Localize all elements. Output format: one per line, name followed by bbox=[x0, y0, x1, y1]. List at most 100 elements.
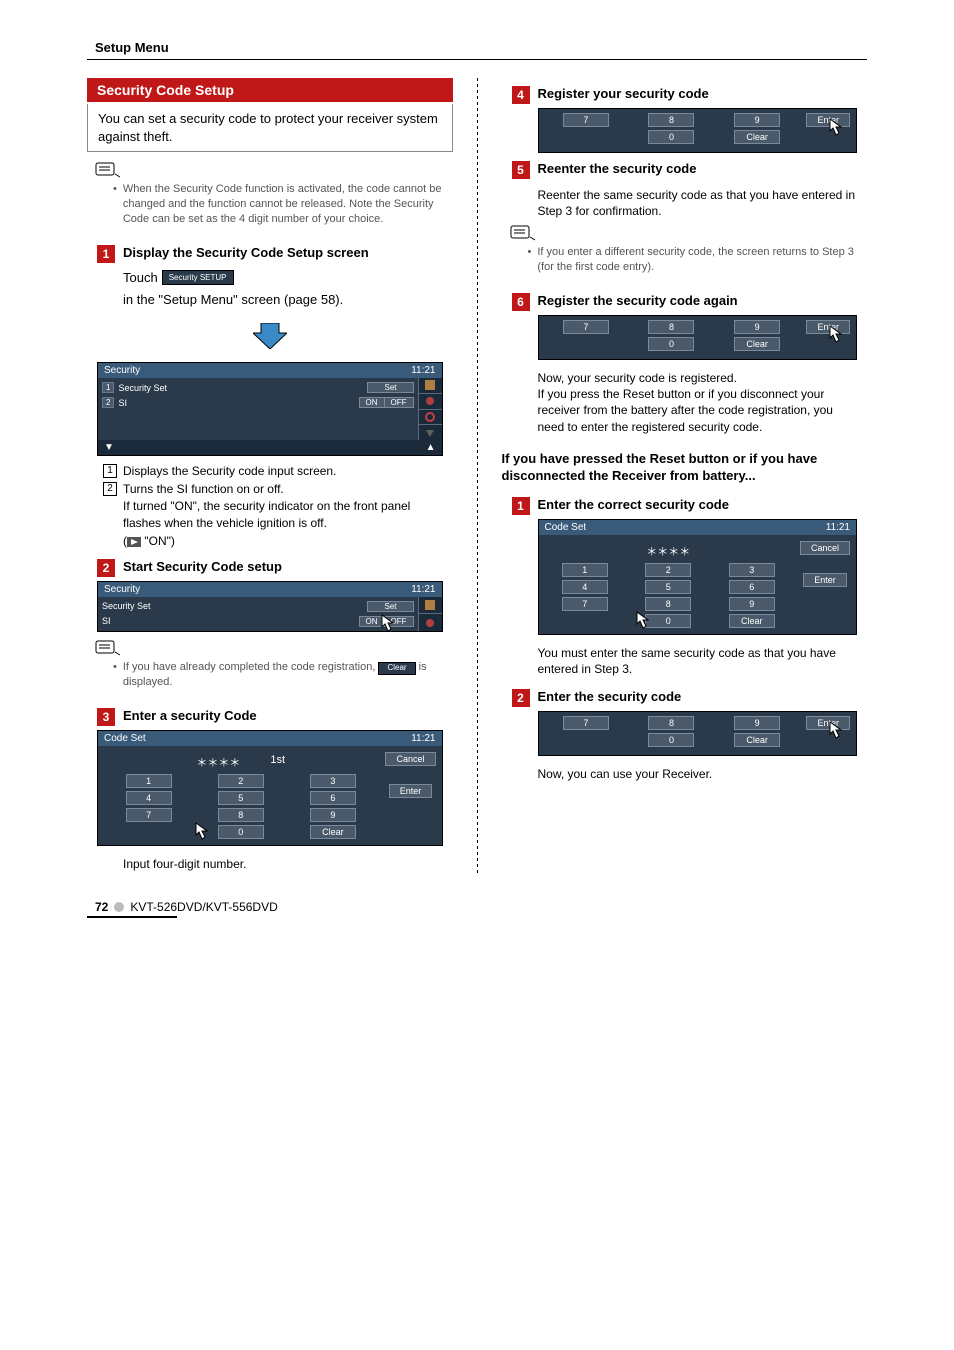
callout-1: 1 Displays the Security code input scree… bbox=[87, 462, 453, 480]
step-2-number: 2 bbox=[97, 559, 115, 577]
sc-time: 11:21 bbox=[411, 365, 435, 376]
touch-cursor-icon bbox=[376, 613, 398, 635]
cancel-button[interactable]: Cancel bbox=[385, 752, 435, 766]
key-9b[interactable]: 9 bbox=[734, 113, 780, 127]
key-3[interactable]: 3 bbox=[310, 774, 356, 788]
rkey-2[interactable]: 2 bbox=[645, 563, 691, 577]
corner-mark bbox=[87, 916, 177, 918]
security-screenshot: Security 11:21 1 Security Set Set 2 bbox=[97, 362, 443, 456]
side-icon-3[interactable] bbox=[419, 410, 442, 426]
key-9c[interactable]: 9 bbox=[734, 320, 780, 334]
step-2-title: Start Security Code setup bbox=[123, 559, 282, 574]
column-divider bbox=[477, 78, 478, 876]
side-icon-2[interactable] bbox=[419, 394, 442, 410]
side-icon-a[interactable] bbox=[419, 597, 442, 615]
key-8[interactable]: 8 bbox=[218, 808, 264, 822]
key-6[interactable]: 6 bbox=[310, 791, 356, 805]
r2key-9[interactable]: 9 bbox=[734, 716, 780, 730]
reset-step-2-title: Enter the security code bbox=[538, 689, 682, 704]
reset-step-1-number: 1 bbox=[512, 497, 530, 515]
step-6-heading: 6 Register the security code again bbox=[512, 293, 868, 311]
sc-row2-label: SI bbox=[118, 398, 358, 408]
rkey-1[interactable]: 1 bbox=[562, 563, 608, 577]
step-5-heading: 5 Reenter the security code bbox=[512, 161, 868, 179]
key-9[interactable]: 9 bbox=[310, 808, 356, 822]
key-1[interactable]: 1 bbox=[126, 774, 172, 788]
key-0b[interactable]: 0 bbox=[648, 130, 694, 144]
page-footer: 72 KVT-526DVD/KVT-556DVD bbox=[87, 900, 867, 914]
key-clear-b[interactable]: Clear bbox=[734, 130, 780, 144]
sc-footer-up[interactable]: ▲ bbox=[426, 442, 436, 453]
step-6-body: Now, your security code is registered. I… bbox=[502, 366, 868, 439]
r2key-clear[interactable]: Clear bbox=[734, 733, 780, 747]
rcancel-button[interactable]: Cancel bbox=[800, 541, 850, 555]
enter-button[interactable]: Enter bbox=[389, 784, 433, 798]
rkey-4[interactable]: 4 bbox=[562, 580, 608, 594]
sc-onoff-toggle[interactable]: ON OFF bbox=[359, 397, 414, 408]
renter-button[interactable]: Enter bbox=[803, 573, 847, 587]
step-3-number: 3 bbox=[97, 708, 115, 726]
rkey-clear[interactable]: Clear bbox=[729, 614, 775, 628]
step-3-heading: 3 Enter a security Code bbox=[97, 708, 453, 726]
key-5[interactable]: 5 bbox=[218, 791, 264, 805]
step-6-number: 6 bbox=[512, 293, 530, 311]
rkey-3[interactable]: 3 bbox=[729, 563, 775, 577]
reset-step-2-caption: Now, you can use your Receiver. bbox=[502, 762, 868, 786]
touch-cursor-icon-4 bbox=[824, 324, 846, 346]
section-header: Setup Menu bbox=[87, 40, 867, 55]
rkey-6[interactable]: 6 bbox=[729, 580, 775, 594]
note-icon-3 bbox=[510, 223, 868, 241]
key-8c[interactable]: 8 bbox=[648, 320, 694, 334]
clear-mini-button[interactable]: Clear bbox=[378, 662, 415, 675]
key-7b[interactable]: 7 bbox=[563, 113, 609, 127]
step-5-number: 5 bbox=[512, 161, 530, 179]
reset-step-2-number: 2 bbox=[512, 689, 530, 707]
rkey-7[interactable]: 7 bbox=[562, 597, 608, 611]
step-3-caption: Input four-digit number. bbox=[87, 852, 453, 876]
step-2-heading: 2 Start Security Code setup bbox=[97, 559, 453, 577]
step-3-title: Enter a security Code bbox=[123, 708, 257, 723]
key-8b[interactable]: 8 bbox=[648, 113, 694, 127]
rkey-9[interactable]: 9 bbox=[729, 597, 775, 611]
touch-cursor-icon-3 bbox=[824, 117, 846, 139]
rkey-8[interactable]: 8 bbox=[645, 597, 691, 611]
reset-step-2-heading: 2 Enter the security code bbox=[512, 689, 868, 707]
r2key-7[interactable]: 7 bbox=[563, 716, 609, 730]
sc-footer-down[interactable]: ▼ bbox=[104, 442, 114, 453]
note-3: If you enter a different security code, … bbox=[502, 243, 868, 285]
side-icon-1[interactable] bbox=[419, 378, 442, 394]
r2key-0[interactable]: 0 bbox=[648, 733, 694, 747]
register-screenshot-1: 7 8 9 0 Clear Enter bbox=[538, 108, 858, 153]
sc-row1-tag: 1 bbox=[102, 382, 114, 393]
callout-2c: ( "ON") bbox=[87, 533, 453, 551]
security-screenshot-2: Security 11:21 Security Set Set SI bbox=[97, 581, 443, 632]
note-icon-2 bbox=[95, 638, 453, 656]
sc-row1-label: Security Set bbox=[118, 383, 363, 393]
note-2: If you have already completed the code r… bbox=[87, 658, 453, 700]
side-icon-4[interactable] bbox=[419, 425, 442, 440]
page-number: 72 bbox=[95, 900, 108, 914]
sc-set-button-2[interactable]: Set bbox=[367, 601, 413, 612]
callout-2: 2 Turns the SI function on or off. bbox=[87, 480, 453, 498]
rkey-5[interactable]: 5 bbox=[645, 580, 691, 594]
key-clear[interactable]: Clear bbox=[310, 825, 356, 839]
security-setup-button[interactable]: Security SETUP bbox=[162, 270, 234, 285]
reset-heading: If you have pressed the Reset button or … bbox=[502, 439, 868, 489]
codeset-time: 11:21 bbox=[411, 733, 435, 744]
key-0c[interactable]: 0 bbox=[648, 337, 694, 351]
footer-bullet-icon bbox=[114, 902, 124, 912]
key-clear-c[interactable]: Clear bbox=[734, 337, 780, 351]
step-5-title: Reenter the security code bbox=[538, 161, 697, 176]
side-icon-b[interactable] bbox=[419, 614, 442, 631]
key-2[interactable]: 2 bbox=[218, 774, 264, 788]
r2key-8[interactable]: 8 bbox=[648, 716, 694, 730]
key-7[interactable]: 7 bbox=[126, 808, 172, 822]
key-4[interactable]: 4 bbox=[126, 791, 172, 805]
reset-step-1-title: Enter the correct security code bbox=[538, 497, 729, 512]
sc-set-button[interactable]: Set bbox=[367, 382, 413, 393]
key-7c[interactable]: 7 bbox=[563, 320, 609, 334]
key-0[interactable]: 0 bbox=[218, 825, 264, 839]
header-rule bbox=[87, 59, 867, 60]
step-1-heading: 1 Display the Security Code Setup screen bbox=[97, 245, 453, 263]
left-column: Security Code Setup You can set a securi… bbox=[87, 78, 453, 876]
